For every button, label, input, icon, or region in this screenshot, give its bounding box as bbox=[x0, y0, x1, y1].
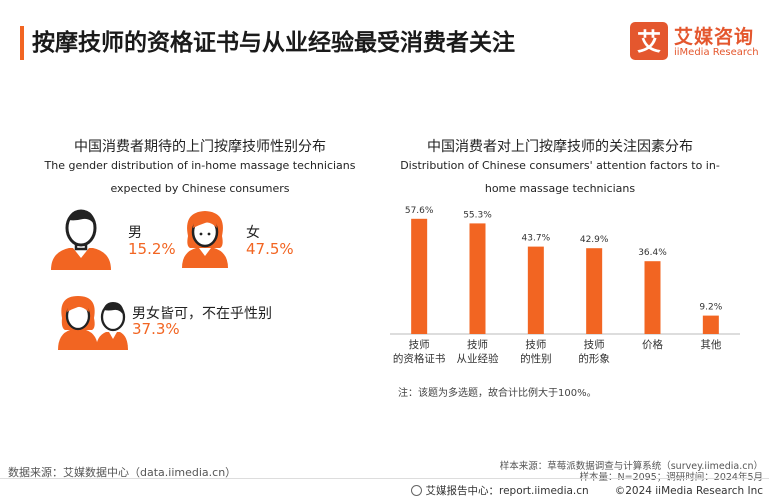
bar-value-label-4: 36.4% bbox=[638, 248, 667, 258]
title-accent-bar bbox=[20, 26, 24, 60]
data-source: 数据来源：艾媒数据中心（data.iimedia.cn） bbox=[8, 466, 237, 479]
bar-0 bbox=[411, 218, 428, 334]
male-avatar-icon bbox=[51, 209, 111, 270]
sample-size: 样本量：N=2095；调研时间：2024年5月 bbox=[580, 469, 763, 483]
gender-male-label: 男 bbox=[128, 225, 142, 241]
factor-bar-chart: 57.6% 技师的资格证书 55.3% 技师从业经验 43.7% 技师的性别 42.9% 技师… bbox=[390, 206, 740, 365]
report-center-link[interactable]: 艾媒报告中心：report.iimedia.cn bbox=[425, 485, 589, 497]
iimedia-logo-icon: 艾 bbox=[630, 22, 668, 60]
couple-avatar-icon bbox=[58, 296, 128, 350]
factor-panel-subtitle: Distribution of Chinese consumers' atten… bbox=[400, 159, 720, 195]
chart-note: 注：该题为多选题，故合计比例大于100%。 bbox=[398, 388, 597, 399]
page-title: 按摩技师的资格证书与从业经验最受消费者关注 bbox=[32, 30, 515, 56]
gender-panel-subtitle: The gender distribution of in-home massa… bbox=[44, 159, 356, 195]
gender-either-label: 男女皆可，不在乎性别 bbox=[132, 306, 272, 322]
category-label-5: 其他 bbox=[700, 338, 721, 351]
sample-source: 样本来源：草莓派数据调查与计算系统（survey.iimedia.cn） bbox=[499, 461, 763, 472]
category-label-2: 技师的性别 bbox=[520, 338, 552, 365]
factor-panel-title: 中国消费者对上门按摩技师的关注因素分布 bbox=[427, 139, 693, 155]
footer-divider bbox=[0, 478, 769, 479]
gender-male-value: 15.2% bbox=[128, 240, 176, 258]
gender-panel-title: 中国消费者期待的上门按摩技师性别分布 bbox=[74, 139, 326, 155]
logo-text-en: iiMedia Research bbox=[674, 47, 759, 58]
bar-value-label-0: 57.6% bbox=[405, 206, 434, 216]
footer-bar: 艾媒报告中心：report.iimedia.cn ©2024 iiMedia Re… bbox=[411, 483, 763, 498]
category-label-0: 技师的资格证书 bbox=[393, 338, 446, 365]
iimedia-logo: 艾 艾媒咨询 iiMedia Research bbox=[630, 20, 759, 64]
logo-glyph: 艾 bbox=[637, 28, 661, 56]
bar-5 bbox=[702, 315, 719, 334]
globe-icon bbox=[411, 485, 423, 496]
gender-female-label: 女 bbox=[246, 225, 260, 241]
bar-4 bbox=[644, 261, 661, 334]
logo-text-cn: 艾媒咨询 bbox=[674, 26, 755, 48]
bar-1 bbox=[469, 223, 486, 334]
bar-2 bbox=[527, 246, 544, 334]
bar-value-label-3: 42.9% bbox=[580, 235, 609, 245]
bar-value-label-1: 55.3% bbox=[463, 210, 492, 220]
category-label-4: 价格 bbox=[642, 338, 663, 351]
copyright: ©2024 iiMedia Research Inc bbox=[614, 485, 763, 497]
female-avatar-icon bbox=[182, 211, 228, 268]
gender-either-value: 37.3% bbox=[132, 320, 180, 338]
category-label-3: 技师的形象 bbox=[578, 338, 610, 365]
bar-value-label-2: 43.7% bbox=[522, 234, 551, 244]
bar-value-label-5: 9.2% bbox=[699, 303, 722, 313]
gender-female-value: 47.5% bbox=[246, 240, 294, 258]
category-label-1: 技师从业经验 bbox=[457, 338, 499, 365]
bar-3 bbox=[586, 248, 603, 334]
